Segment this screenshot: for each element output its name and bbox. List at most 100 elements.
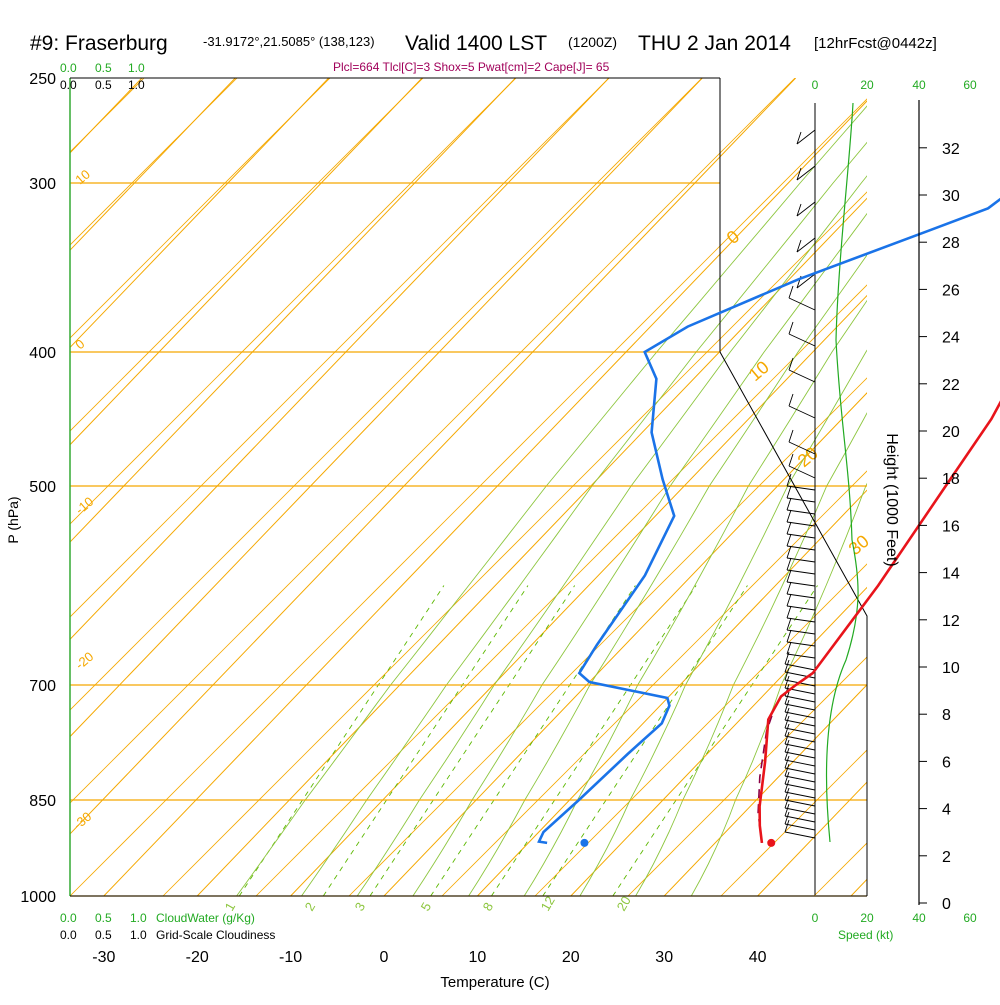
valid-time: Valid 1400 LST — [405, 32, 547, 55]
wind-barb — [796, 201, 816, 217]
moist-adiabat-1 — [300, 141, 867, 896]
wind-barb — [786, 509, 816, 515]
cloudwater-bottom-1: 1.0 — [130, 911, 147, 925]
wind-barb-flag — [786, 521, 792, 535]
height-tick-label: 22 — [942, 377, 960, 394]
speed-bottom-0: 0 — [812, 911, 819, 925]
moist-adiabat-6 — [579, 349, 867, 896]
wind-barb-flag — [784, 787, 790, 801]
wind-barb — [788, 369, 816, 383]
wind-barb-flag — [784, 811, 790, 825]
wind-barb — [786, 617, 816, 623]
pressure-tick-label: 400 — [29, 345, 56, 362]
moist-adiabat-8 — [690, 482, 867, 896]
wind-barb-flag — [784, 691, 790, 705]
wind-barb-flag — [796, 131, 802, 145]
wind-barb — [786, 533, 816, 539]
temperature-tick-label: 40 — [749, 949, 767, 966]
moist-adiabat-3 — [412, 212, 867, 896]
wind-barb-flag — [788, 393, 794, 407]
speed-bottom-20: 20 — [860, 911, 874, 925]
mixing-ratio-5 — [430, 585, 636, 896]
wind-barb — [788, 333, 816, 347]
wind-barb-flag — [786, 569, 792, 583]
mixing-ratio-label: 5 — [418, 900, 435, 914]
station-title: #9: Fraserburg — [30, 32, 168, 55]
height-tick-label: 10 — [942, 660, 960, 677]
height-tick-label: 8 — [942, 707, 951, 724]
cloudwater-top-0: 0.0 — [60, 61, 77, 75]
wind-barb-flag — [786, 605, 792, 619]
isobar-lines — [70, 182, 867, 897]
isotherm--90 — [70, 78, 330, 349]
station-coords: -31.9172°,21.5085° (138,123) — [203, 34, 375, 49]
isotherm-20 — [570, 586, 867, 896]
forecast-tag: [12hrFcst@0442z] — [814, 35, 937, 52]
speed-top-40: 40 — [912, 78, 926, 92]
dry-adiabat--2 — [70, 78, 703, 711]
wind-barb — [784, 767, 816, 775]
isotherm--100 — [70, 78, 236, 251]
wind-barb-flag — [796, 203, 802, 217]
dry-adiabat-4 — [441, 470, 867, 896]
isotherm-label: 10 — [745, 357, 773, 385]
dry-adiabat-7 — [720, 749, 867, 896]
pressure-tick-label: 250 — [29, 71, 56, 88]
x-axis-title: Temperature (C) — [440, 974, 549, 991]
wind-barb — [786, 521, 816, 527]
height-tick-label: 20 — [942, 424, 960, 441]
wind-barb-flag — [796, 239, 802, 253]
wind-barb-flag — [784, 707, 790, 721]
dry-adiabat--7 — [70, 78, 238, 246]
wind-barb — [786, 653, 816, 659]
cloudwater-bottom-0: 0.0 — [60, 911, 77, 925]
wind-barb — [786, 593, 816, 599]
wind-barb — [796, 165, 816, 181]
dewpoint-trace — [537, 197, 1000, 845]
isotherm--40 — [70, 78, 797, 835]
mixing-ratio-label: 2 — [302, 900, 319, 914]
pressure-tick-label: 850 — [29, 793, 56, 810]
wind-barb-flag — [786, 473, 792, 487]
isotherm--80 — [70, 78, 423, 446]
isotherm-lines — [70, 78, 867, 896]
wind-barb-flag — [784, 731, 790, 745]
pressure-tick-labels: 250 300 400 500 700 850 1000 — [20, 71, 56, 906]
wind-barb-flag — [788, 357, 794, 371]
pressure-tick-label: 500 — [29, 479, 56, 496]
wind-barb-flag — [786, 485, 792, 499]
cloudiness-bottom-1: 1.0 — [130, 928, 147, 942]
mixing-ratio-12 — [542, 585, 748, 896]
wind-barb-flag — [784, 675, 790, 689]
pressure-tick-label: 700 — [29, 678, 56, 695]
speed-bottom-60: 60 — [963, 911, 977, 925]
wind-barb-flag — [784, 755, 790, 769]
wind-barb — [784, 711, 816, 719]
wind-barb — [788, 405, 816, 419]
temperature-tick-label: 0 — [380, 949, 389, 966]
isotherm-40 — [756, 781, 867, 896]
mixing-ratio-label: 20 — [614, 893, 634, 913]
wind-barb — [788, 441, 816, 455]
isotherm--30 — [103, 100, 867, 896]
isotherm--20 — [196, 197, 867, 896]
cloudwater-top-scale: 0.0 0.5 1.0 0.0 0.5 1.0 — [60, 61, 145, 92]
wind-barb-flag — [784, 763, 790, 777]
wind-barb — [784, 823, 816, 831]
temperature-tick-label: -30 — [92, 949, 115, 966]
wind-barb-flag — [786, 497, 792, 511]
temperature-tick-labels: -30 -20 -10 0 10 20 30 40 — [92, 949, 766, 966]
isotherm-label: 0 — [72, 336, 87, 352]
cloudiness-top-05: 0.5 — [95, 78, 112, 92]
wind-barb — [784, 831, 816, 839]
wind-barb-flag — [786, 581, 792, 595]
wind-barb-flag — [784, 651, 790, 665]
dry-adiabat--3 — [70, 78, 610, 618]
isotherm--110 — [70, 78, 143, 154]
wind-barb — [788, 297, 816, 311]
height-tick-label: 16 — [942, 518, 960, 535]
temperature-tick-label: -10 — [279, 949, 302, 966]
isotherm-label: 30 — [845, 531, 873, 559]
wind-barb — [784, 671, 816, 679]
wind-barb — [784, 775, 816, 783]
